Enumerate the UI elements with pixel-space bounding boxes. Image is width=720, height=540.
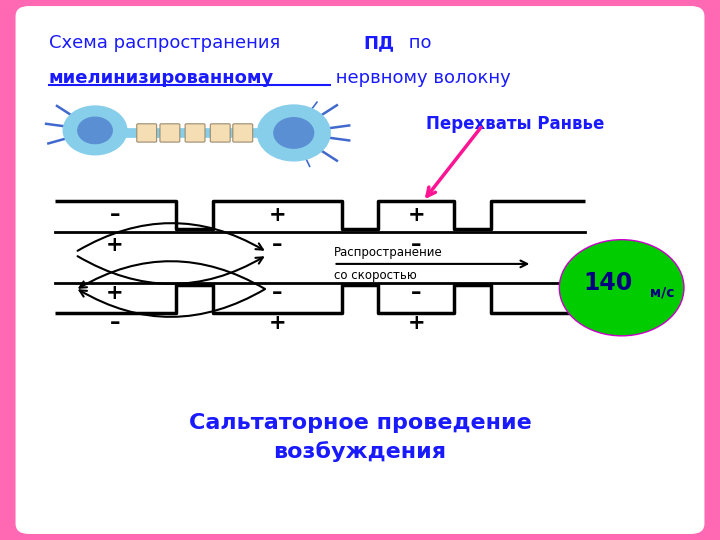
Circle shape	[63, 106, 127, 155]
FancyBboxPatch shape	[137, 124, 157, 142]
Text: со скоростью: со скоростью	[333, 268, 416, 281]
Text: –: –	[272, 283, 282, 303]
FancyBboxPatch shape	[16, 6, 704, 534]
Text: Сальтаторное проведение
возбуждения: Сальтаторное проведение возбуждения	[189, 413, 531, 462]
Circle shape	[257, 105, 330, 161]
FancyBboxPatch shape	[233, 124, 253, 142]
Text: +: +	[408, 313, 425, 333]
Text: –: –	[272, 234, 282, 255]
Text: +: +	[106, 283, 124, 303]
Text: ПД: ПД	[364, 34, 395, 52]
Text: –: –	[411, 283, 421, 303]
Text: +: +	[408, 205, 425, 225]
Text: Перехваты Ранвье: Перехваты Ранвье	[426, 115, 605, 133]
Text: +: +	[269, 313, 286, 333]
Text: –: –	[411, 234, 421, 255]
FancyBboxPatch shape	[160, 124, 180, 142]
FancyBboxPatch shape	[185, 124, 205, 142]
Text: 140: 140	[584, 271, 633, 295]
Circle shape	[78, 117, 112, 144]
Text: +: +	[106, 234, 124, 255]
Text: м/с: м/с	[645, 286, 675, 300]
Text: по: по	[403, 34, 431, 52]
Text: Схема распространения: Схема распространения	[49, 34, 286, 52]
Text: миелинизированному: миелинизированному	[49, 70, 274, 87]
Text: нервному волокну: нервному волокну	[330, 70, 511, 87]
Text: –: –	[109, 205, 120, 225]
Circle shape	[274, 118, 314, 148]
Text: Распространение: Распространение	[333, 246, 442, 259]
Text: –: –	[109, 313, 120, 333]
FancyBboxPatch shape	[210, 124, 230, 142]
Text: +: +	[269, 205, 286, 225]
Circle shape	[561, 241, 683, 334]
